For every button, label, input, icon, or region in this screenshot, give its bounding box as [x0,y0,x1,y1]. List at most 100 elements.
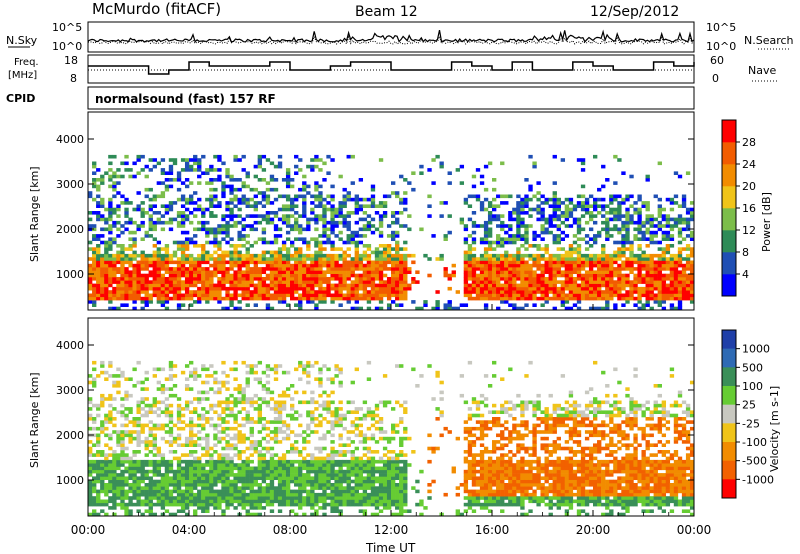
power-cell [184,168,190,172]
velocity-cell [237,430,242,434]
power-cell [613,154,618,159]
power-cell [362,224,368,228]
power-cell [625,197,630,202]
power-cell [354,247,359,251]
power-cell [290,178,295,182]
power-cell [108,290,113,294]
velocity-cell [237,453,242,457]
power-cell [189,237,194,241]
velocity-cell [241,492,246,497]
power-cell [140,214,145,218]
power-cell [116,207,121,212]
power-cell [326,280,331,284]
power-cell [152,263,157,268]
power-cell [653,240,658,245]
power-cell [201,286,206,291]
velocity-cell [88,489,93,494]
power-cell [447,303,452,307]
velocity-cell [189,426,194,431]
power-cell [370,273,376,278]
power-cell [564,267,570,271]
power-cell [459,220,465,225]
power-cell [132,290,137,294]
power-cell [552,260,557,265]
power-cell [540,230,545,235]
velocity-cell [298,400,303,405]
power-cell [677,280,683,284]
power-cell [552,240,557,245]
power-cell [213,227,218,232]
velocity-cell [193,496,198,500]
velocity-cell [213,377,218,381]
power-cell [487,260,493,265]
power-cell [225,290,230,294]
power-cell [532,164,537,169]
power-cell [302,201,307,205]
power-cell [140,290,145,294]
power-cell [184,197,190,202]
power-cell [112,171,117,175]
velocity-cell [314,466,319,471]
power-cell [124,290,129,294]
power-cell [617,204,622,208]
power-cell [233,286,238,291]
power-cell [120,201,125,205]
velocity-cell [128,436,133,441]
power-cell [629,240,634,245]
velocity-cell [225,374,230,378]
power-cell [314,197,319,202]
velocity-cell [152,489,157,494]
power-cell [128,217,133,222]
power-cell [665,230,671,235]
power-cell [661,257,667,261]
power-cell [386,280,392,284]
power-cell [116,280,121,284]
power-cell [249,293,254,298]
power-cell [237,207,242,212]
power-cell [334,270,339,274]
power-cell [399,260,404,265]
velocity-cell [265,483,271,487]
power-cell [374,250,380,255]
power-cell [528,214,533,218]
power-cell [479,224,485,228]
power-cell [92,161,97,166]
power-cell [350,273,355,278]
power-cell [184,207,190,212]
power-cell [346,293,351,298]
power-cell [552,211,557,215]
power-cell [661,277,667,281]
velocity-cell [96,469,101,474]
velocity-cell [88,499,93,504]
power-cell [601,293,606,298]
power-cell [374,257,380,261]
velocity-cell [269,407,275,411]
power-cell [261,286,267,291]
power-cell [584,257,590,261]
power-cell [108,174,113,179]
power-cell [552,217,557,222]
velocity-cell [233,426,238,431]
power-cell [483,224,489,228]
power-cell [516,201,521,205]
velocity-cell [116,380,121,385]
power-cell [346,296,351,301]
power-cell [637,227,642,232]
power-cell [633,253,638,258]
power-cell [681,267,687,271]
power-cell [572,263,578,268]
power-cell [209,197,214,202]
velocity-cell [285,423,291,428]
velocity-cell [310,506,315,510]
power-cell [273,267,279,271]
power-cell [649,293,654,298]
power-cell [290,227,295,232]
power-cell [532,260,537,265]
power-cell [290,204,295,208]
velocity-cell [233,420,238,424]
velocity-cell [112,486,117,490]
velocity-cell [249,453,254,457]
power-cell [314,187,319,192]
velocity-cell [168,443,174,447]
power-cell [673,257,679,261]
